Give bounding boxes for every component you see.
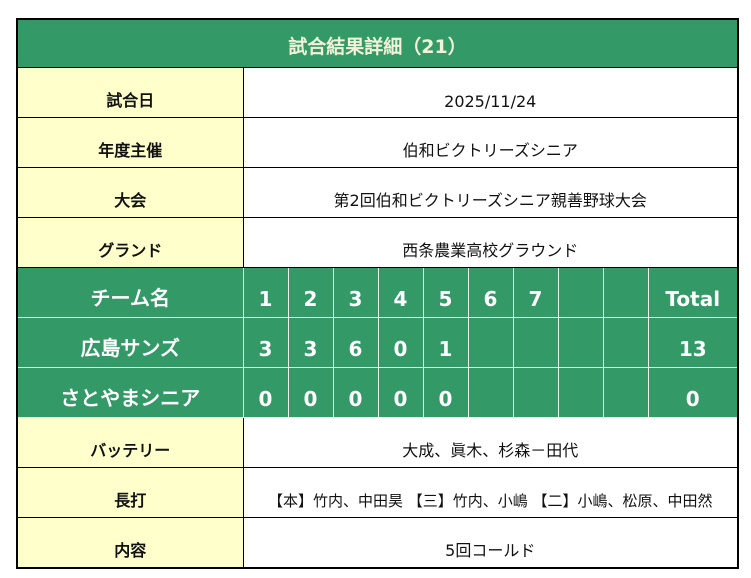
info-label: 試合日 [16,67,244,118]
inning-score: 0 [242,367,289,418]
inning-header: 3 [332,267,379,318]
inning-header: 1 [242,267,289,318]
info-row: 長打 【本】竹内、中田昊 【三】竹内、小嶋 【二】小嶋、松原、中田然 [16,467,739,518]
inning-header: 5 [422,267,469,318]
inning-score [602,317,649,368]
inning-header: 7 [512,267,559,318]
info-row: グランド 西条農業高校グラウンド [16,217,739,268]
game-result-table: 試合結果詳細（21） 試合日 2025/11/24 年度主催 伯和ビクトリーズシニア大… [16,18,739,569]
inning-score: 6 [332,317,379,368]
inning-score: 3 [242,317,289,368]
info-label: バッテリー [16,417,244,468]
inning-score: 1 [422,317,469,368]
info-label: グランド [16,217,244,268]
inning-header: 4 [377,267,424,318]
team-name: 広島サンズ [16,317,244,368]
info-row: 試合日 2025/11/24 [16,67,739,118]
inning-header: 6 [467,267,514,318]
inning-score: 0 [377,317,424,368]
inning-score: 0 [422,367,469,418]
inning-score: 0 [377,367,424,418]
info-row: 大会 第2回伯和ビクトリーズシニア親善野球大会 [16,167,739,218]
info-value: 【本】竹内、中田昊 【三】竹内、小嶋 【二】小嶋、松原、中田然 [242,467,739,518]
inning-score [557,367,604,418]
inning-score: 0 [287,367,334,418]
info-label: 内容 [16,517,244,569]
info-value: 第2回伯和ビクトリーズシニア親善野球大会 [242,167,739,218]
info-label: 長打 [16,467,244,518]
inning-score: 0 [332,367,379,418]
team-column-header: チーム名 [16,267,244,318]
info-value: 2025/11/24 [242,67,739,118]
inning-header [557,267,604,318]
inning-score [467,317,514,368]
total-header: Total [647,267,739,318]
info-value: 大成、眞木、杉森－田代 [242,417,739,468]
inning-header: 2 [287,267,334,318]
info-label: 大会 [16,167,244,218]
inning-score [512,317,559,368]
table-title: 試合結果詳細（21） [16,18,739,68]
info-row: バッテリー 大成、眞木、杉森－田代 [16,417,739,468]
inning-header [602,267,649,318]
inning-score [602,367,649,418]
info-row: 内容 5回コールド [16,517,739,569]
scoreboard-header: チーム名 1 2 3 4 5 6 7 Total [16,267,739,318]
team-total: 0 [647,367,739,418]
info-value: 5回コールド [242,517,739,569]
team-score-row: 広島サンズ 3 3 6 0 1 13 [16,317,739,368]
info-row: 年度主催 伯和ビクトリーズシニア [16,117,739,168]
info-label: 年度主催 [16,117,244,168]
info-value: 伯和ビクトリーズシニア [242,117,739,168]
inning-score [467,367,514,418]
inning-score: 3 [287,317,334,368]
team-name: さとやまシニア [16,367,244,418]
info-value: 西条農業高校グラウンド [242,217,739,268]
inning-score [512,367,559,418]
team-total: 13 [647,317,739,368]
team-score-row: さとやまシニア 0 0 0 0 0 0 [16,367,739,418]
inning-score [557,317,604,368]
